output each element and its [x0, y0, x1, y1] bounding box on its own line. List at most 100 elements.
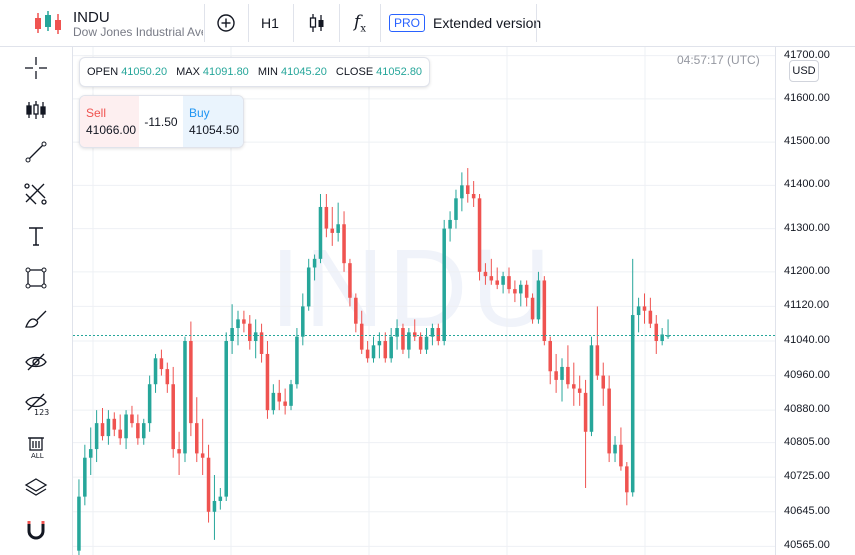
toolbar-divider — [204, 4, 205, 42]
candle-up — [289, 384, 293, 406]
candle-up — [88, 449, 93, 458]
sell-button[interactable]: Sell 41066.00 — [80, 96, 139, 147]
candle-down — [554, 371, 558, 380]
candle-down — [524, 284, 529, 298]
chart-canvas[interactable]: INDU — [73, 47, 775, 555]
candle-up — [83, 457, 87, 497]
trend-line-icon — [25, 141, 47, 163]
candle-down — [259, 332, 264, 354]
text-tool[interactable] — [0, 215, 72, 257]
candle-down — [354, 297, 358, 324]
symbol-ticker[interactable]: INDU — [73, 9, 110, 26]
candle-up — [230, 328, 234, 341]
trend-line-tool[interactable] — [0, 131, 72, 173]
candle-down — [159, 358, 164, 370]
layers-tool[interactable] — [0, 467, 72, 509]
candle-down — [118, 429, 122, 439]
magnet-tool[interactable] — [0, 509, 72, 551]
extended-version-label: Extended version — [433, 15, 542, 31]
candle-down — [489, 276, 494, 281]
candle-up — [253, 332, 258, 341]
delete-all-tool[interactable]: ALL — [0, 425, 72, 467]
price-tick-label: 40805.00 — [784, 435, 830, 448]
crosshair-tool[interactable] — [0, 47, 72, 89]
hide-drawings-tool[interactable] — [0, 341, 72, 383]
candle-down — [418, 336, 423, 350]
candle-down — [277, 392, 282, 402]
candle-up — [318, 206, 323, 259]
trade-panel: Sell 41066.00 -11.50 Buy 41054.50 — [79, 95, 244, 148]
interval-button[interactable]: H1 — [261, 15, 279, 31]
candle-up — [501, 276, 505, 285]
candle-up — [660, 334, 664, 341]
candle-down — [566, 366, 570, 385]
hide-indicators-tool[interactable]: 123 — [0, 383, 72, 425]
chart-type-button[interactable] — [296, 6, 338, 40]
fib-tool[interactable] — [0, 173, 72, 215]
pro-badge: PRO — [389, 14, 426, 32]
candle-up — [106, 418, 111, 437]
currency-button[interactable]: USD — [789, 60, 819, 82]
candlestick-chart — [73, 47, 775, 555]
candle-down — [242, 319, 246, 324]
candle-up — [560, 366, 564, 380]
candle-up — [630, 315, 635, 493]
candle-down — [607, 388, 611, 454]
candlestick-icon — [309, 14, 324, 32]
rectangle-tool[interactable] — [0, 257, 72, 299]
candle-down — [477, 198, 482, 272]
candle-down — [595, 345, 600, 376]
candle-up — [153, 358, 158, 385]
candle-down — [324, 206, 329, 229]
ohlc-legend: OPEN 41050.20 MAX 41091.80 MIN 41045.20 CLO… — [79, 57, 431, 87]
fib-icon — [24, 183, 47, 205]
candle-up — [306, 267, 311, 307]
candle-down — [171, 384, 175, 450]
candle-up — [407, 332, 411, 350]
symbol-watermark: INDU — [270, 227, 555, 350]
hide-indicators-icon: 123 — [25, 393, 49, 417]
candle-up — [389, 336, 393, 359]
extended-version-button[interactable]: PRO Extended version — [389, 6, 541, 40]
max-value: 41091.80 — [202, 66, 249, 78]
candle-up — [636, 306, 641, 316]
candle-up — [77, 496, 81, 551]
candle-up — [460, 185, 464, 199]
candle-up — [147, 384, 152, 424]
candle-up — [377, 340, 382, 346]
buy-button[interactable]: Buy 41054.50 — [183, 96, 243, 147]
plus-circle-icon — [217, 14, 235, 32]
indicators-button[interactable]: fx — [342, 6, 378, 40]
candle-up — [448, 219, 452, 229]
candle-down — [513, 289, 517, 294]
candle-down — [648, 310, 653, 324]
layers-icon — [24, 478, 48, 496]
chart-style-tool[interactable] — [0, 89, 72, 131]
candle-down — [548, 340, 552, 372]
candle-down — [348, 263, 352, 298]
magnet-icon — [27, 521, 45, 540]
buy-price: 41054.50 — [189, 123, 240, 137]
price-tick-label: 40645.00 — [784, 504, 830, 517]
toolbar-divider — [536, 4, 537, 42]
price-axis[interactable]: 41700.00 41600.00 41500.00 41400.00 41300.00… — [775, 47, 855, 555]
candle-down — [471, 193, 476, 199]
price-tick-label: 41700.00 — [784, 48, 830, 61]
candle-down — [330, 228, 335, 233]
rectangle-icon — [25, 267, 47, 289]
add-compare-button[interactable] — [207, 6, 245, 40]
candle-up — [183, 340, 187, 454]
open-value: 41050.20 — [121, 66, 168, 78]
candle-up — [666, 335, 670, 337]
candle-down — [283, 401, 287, 406]
candle-up — [519, 284, 523, 294]
candle-down — [530, 297, 535, 320]
price-tick-label: 40880.00 — [784, 403, 830, 416]
candle-down — [577, 388, 582, 393]
svg-text:123: 123 — [34, 408, 49, 417]
brush-tool[interactable] — [0, 299, 72, 341]
candle-up — [536, 280, 541, 320]
candle-up — [94, 423, 99, 450]
utc-clock: 04:57:17 (UTC) — [677, 53, 760, 67]
candle-up — [124, 414, 128, 439]
